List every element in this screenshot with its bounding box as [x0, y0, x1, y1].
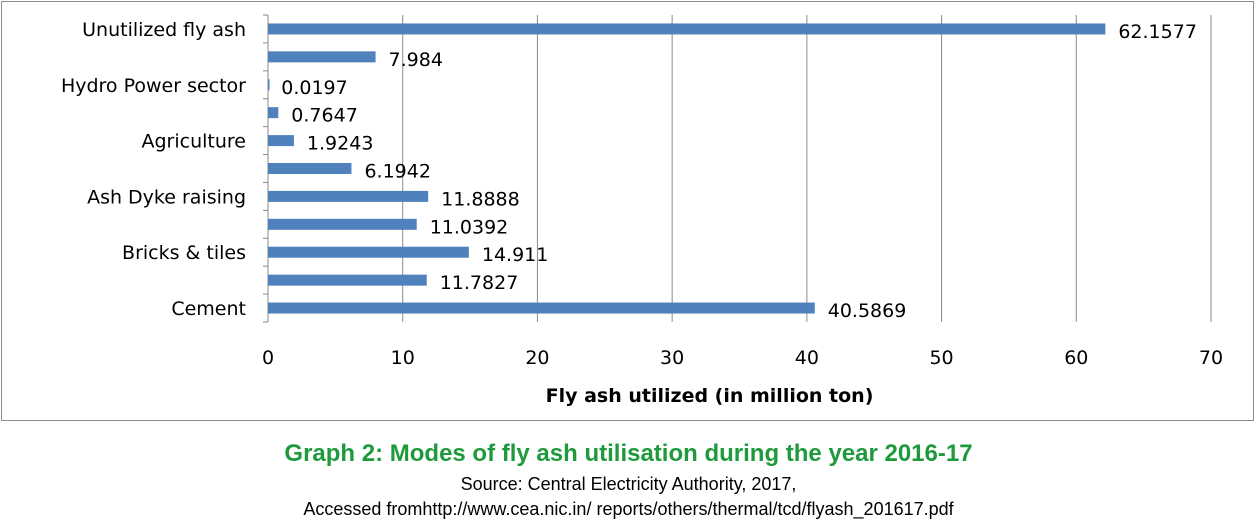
bar [268, 163, 352, 174]
bar [268, 190, 429, 202]
bar-chart: 0 10 20 30 40 50 60 70 Fly ash utilized (in mill… [61, 14, 1223, 407]
bar [268, 107, 279, 119]
x-tick-label: 10 [391, 347, 415, 369]
category-label: Hydro Power sector [61, 75, 246, 97]
x-tick-label: 20 [525, 347, 549, 369]
data-label: 62.1577 [1118, 21, 1197, 43]
data-label: 6.1942 [364, 161, 430, 183]
data-label: 11.7827 [440, 272, 519, 294]
category-label: Unutilized fly ash [82, 19, 246, 41]
data-label: 40.5869 [828, 300, 907, 322]
category-label: Agriculture [142, 131, 247, 153]
x-axis-title: Fly ash utilized (in million ton) [546, 385, 874, 407]
data-label: 0.0197 [281, 77, 347, 99]
bar [268, 274, 427, 286]
chart-source-line: Source: Central Electricity Authority, 2… [460, 474, 797, 494]
bar [268, 302, 815, 314]
data-label: 1.9243 [307, 133, 373, 155]
data-label: 11.0392 [430, 216, 509, 238]
x-tick-label: 60 [1064, 347, 1088, 369]
bar [268, 51, 376, 63]
bar [268, 79, 270, 91]
category-label: Bricks & tiles [122, 242, 246, 264]
x-tick-label: 50 [929, 347, 953, 369]
data-label: 11.8888 [441, 188, 520, 210]
x-tick-label: 70 [1199, 347, 1223, 369]
chart-frame: 0 10 20 30 40 50 60 70 Fly ash utilized (in mill… [1, 1, 1254, 421]
category-label: Ash Dyke raising [87, 186, 246, 208]
data-label: 14.911 [482, 244, 548, 266]
bar [268, 218, 417, 230]
x-tick-label: 30 [660, 347, 684, 369]
x-tick-label: 40 [795, 347, 819, 369]
chart-caption-title: Graph 2: Modes of fly ash utilisation du… [284, 440, 973, 467]
category-label: Cement [171, 298, 246, 320]
bar [268, 23, 1106, 35]
chart-accessed-line: Accessed fromhttp://www.cea.nic.in/ repo… [303, 499, 954, 519]
bar [268, 135, 294, 147]
bar [268, 246, 469, 258]
x-tick-label: 0 [262, 347, 274, 369]
data-label: 0.7647 [291, 105, 357, 127]
data-label: 7.984 [389, 49, 443, 71]
